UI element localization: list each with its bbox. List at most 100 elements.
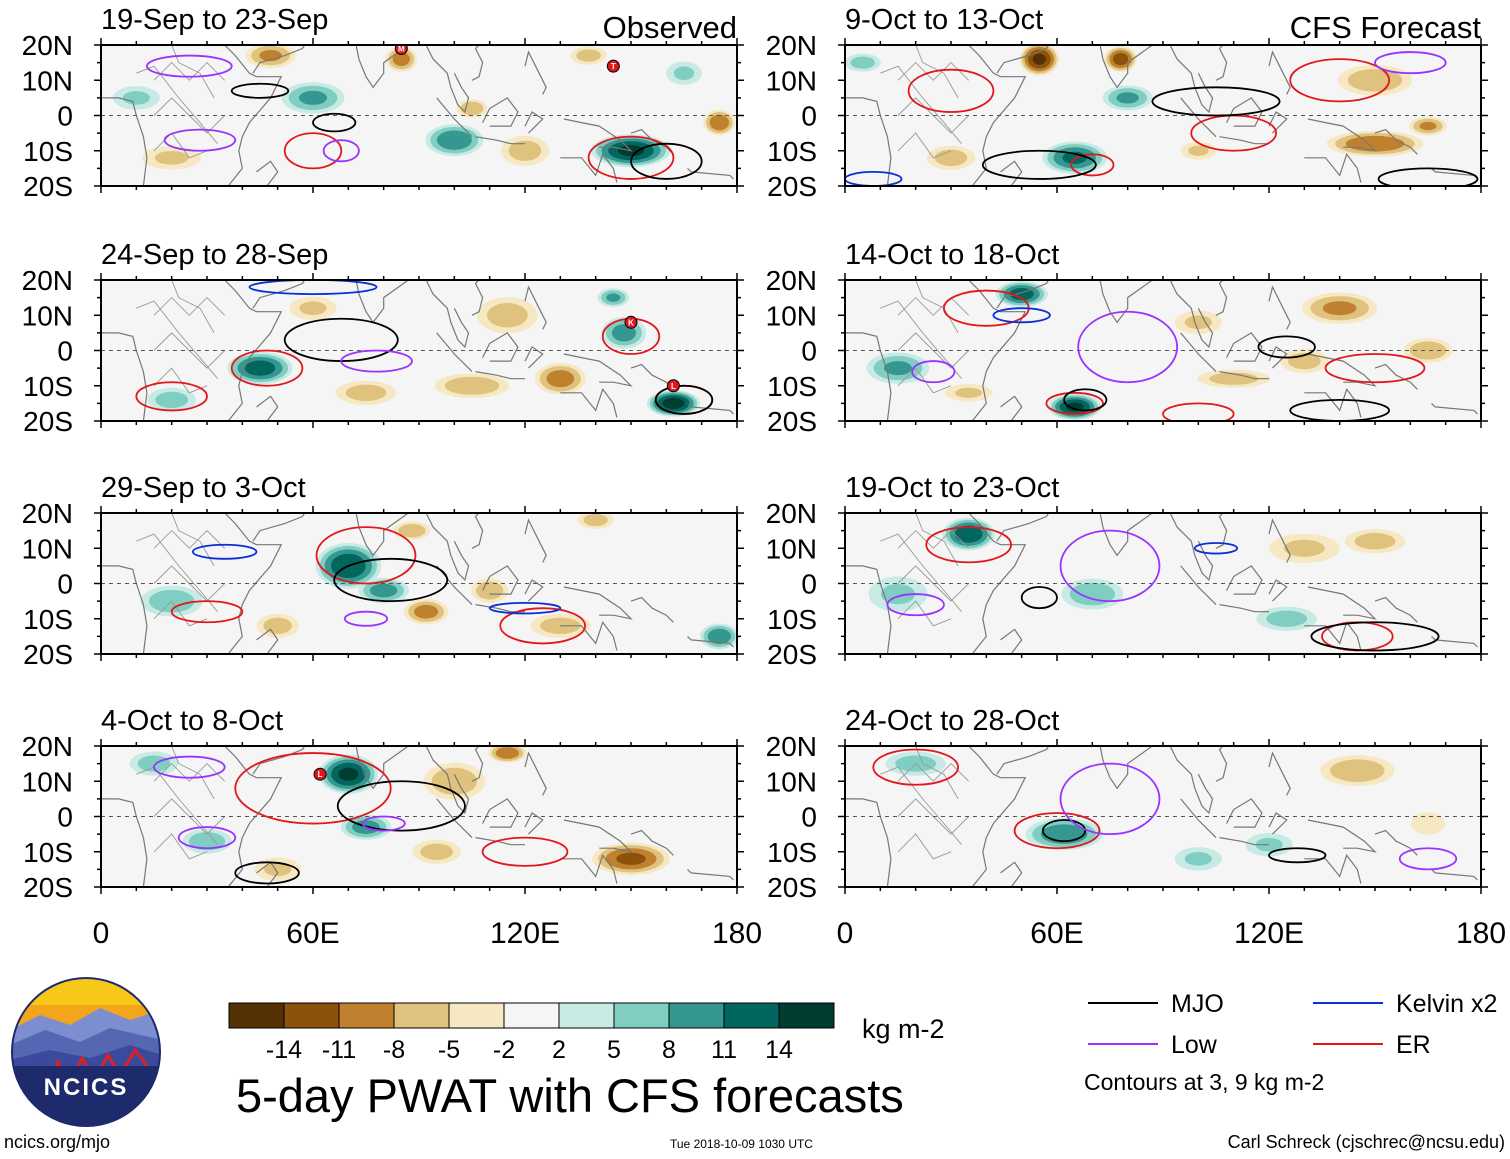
- coastline: [1268, 518, 1291, 563]
- figure-title: 5-day PWAT with CFS forecasts: [236, 1069, 904, 1122]
- country-border: [897, 529, 970, 549]
- contour-mjo: [312, 112, 357, 133]
- pwat-anomaly: [188, 832, 226, 851]
- panel-title: 4-Oct to 8-Oct: [101, 705, 283, 737]
- contour-low: [1077, 310, 1179, 384]
- ncics-logo: NCICS: [11, 977, 161, 1127]
- coastline: [1219, 604, 1269, 613]
- legend-note: Contours at 3, 9 kg m-2: [1084, 1069, 1324, 1095]
- colorbar-swatch: [613, 1002, 670, 1029]
- y-tick-label: 20N: [22, 731, 73, 762]
- y-tick-label: 10N: [22, 300, 73, 331]
- y-tick-label: 20N: [766, 498, 817, 529]
- panel: 20N 10N 0 10S 20S 19-Oct to 23-Oct: [766, 472, 1488, 670]
- coastline: [256, 395, 279, 421]
- country-border: [171, 45, 215, 99]
- coastline: [1431, 635, 1478, 648]
- contour-er: [1289, 58, 1391, 103]
- pwat-anomaly: [298, 90, 328, 105]
- contour-low: [911, 360, 956, 384]
- pwat-anomaly: [883, 361, 913, 376]
- storm-marker: M: [394, 45, 408, 56]
- y-tick-label: 10S: [767, 371, 817, 402]
- y-tick-label: 0: [57, 802, 73, 833]
- pwat-anomaly: [707, 628, 732, 645]
- coastline: [1099, 280, 1155, 324]
- coastline: [425, 45, 470, 114]
- pwat-anomaly: [264, 862, 292, 877]
- coastline: [1000, 160, 1023, 186]
- y-tick-label: 10S: [23, 136, 73, 167]
- colorbar-swatch: [778, 1002, 835, 1029]
- y-tick-label: 20N: [22, 265, 73, 296]
- colorbar-tick-label: 2: [552, 1036, 566, 1064]
- x-tick-label: 60E: [286, 917, 339, 950]
- panel-background: [845, 280, 1481, 421]
- coastline: [687, 868, 734, 881]
- coastline: [1215, 280, 1228, 316]
- contour-low: [886, 593, 945, 617]
- y-tick-label: 10N: [22, 766, 73, 797]
- coastline: [252, 746, 306, 775]
- contour-mjo: [1268, 847, 1327, 864]
- pwat-anomaly: [1345, 135, 1405, 152]
- coastline: [1099, 746, 1155, 790]
- y-tick-label: 20S: [23, 406, 73, 437]
- pwat-anomaly: [955, 387, 983, 398]
- x-tick-label: 120E: [490, 917, 560, 950]
- coastline: [1268, 751, 1291, 796]
- pwat-anomaly: [392, 52, 410, 66]
- coastline: [524, 50, 547, 95]
- coastline: [1374, 596, 1418, 623]
- coastline: [687, 167, 734, 180]
- coastline: [563, 353, 633, 387]
- panel-title: 24-Oct to 28-Oct: [845, 705, 1059, 737]
- coastline: [1374, 128, 1418, 155]
- panel-title: 19-Oct to 23-Oct: [845, 472, 1059, 504]
- pwat-anomaly: [606, 293, 621, 302]
- coastline: [224, 746, 283, 887]
- country-border: [171, 280, 215, 334]
- y-tick-label: 0: [801, 569, 817, 600]
- y-tick-label: 20S: [23, 171, 73, 202]
- coastline: [968, 746, 1027, 887]
- country-border: [153, 367, 208, 394]
- country-border: [171, 513, 215, 567]
- coastline: [968, 280, 1027, 421]
- coastline: [560, 153, 618, 183]
- storm-marker: T: [606, 59, 620, 73]
- colorbar-tick-label: 14: [765, 1036, 793, 1064]
- y-tick-label: 10N: [766, 533, 817, 564]
- contour-er: [315, 526, 417, 585]
- coastline: [1307, 118, 1377, 152]
- coastline: [560, 621, 618, 651]
- contour-low: [177, 826, 237, 850]
- contour-low: [1059, 529, 1161, 603]
- country-border: [136, 533, 218, 612]
- coastline: [1180, 97, 1217, 138]
- y-tick-label: 20S: [767, 406, 817, 437]
- coastline: [630, 829, 674, 856]
- contour-er: [170, 600, 244, 624]
- storm-label: L: [318, 770, 323, 779]
- coastline: [475, 136, 525, 145]
- pwat-anomaly: [881, 583, 915, 605]
- contour-low: [1374, 51, 1447, 75]
- y-tick-label: 10N: [766, 65, 817, 96]
- logo-text: NCICS: [44, 1074, 129, 1101]
- y-tick-label: 10S: [767, 136, 817, 167]
- country-border: [880, 65, 962, 144]
- pwat-anomaly: [1112, 53, 1129, 66]
- pwat-anomaly: [1209, 372, 1259, 385]
- panel-title: 9-Oct to 13-Oct: [845, 4, 1043, 36]
- contour-low: [153, 755, 226, 779]
- coastline: [1000, 861, 1023, 887]
- coastline: [224, 513, 283, 654]
- coastline: [436, 97, 473, 138]
- pwat-anomaly: [1347, 68, 1403, 92]
- y-tick-label: 0: [801, 101, 817, 132]
- contour-er: [135, 381, 208, 412]
- coastline: [524, 285, 547, 330]
- coastline: [475, 371, 525, 380]
